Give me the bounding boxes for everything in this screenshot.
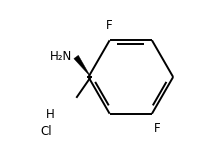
Text: F: F xyxy=(106,19,112,32)
Text: Cl: Cl xyxy=(40,125,52,138)
Text: H: H xyxy=(46,108,55,121)
Polygon shape xyxy=(74,55,91,77)
Text: H₂N: H₂N xyxy=(50,50,72,63)
Text: F: F xyxy=(154,122,161,135)
